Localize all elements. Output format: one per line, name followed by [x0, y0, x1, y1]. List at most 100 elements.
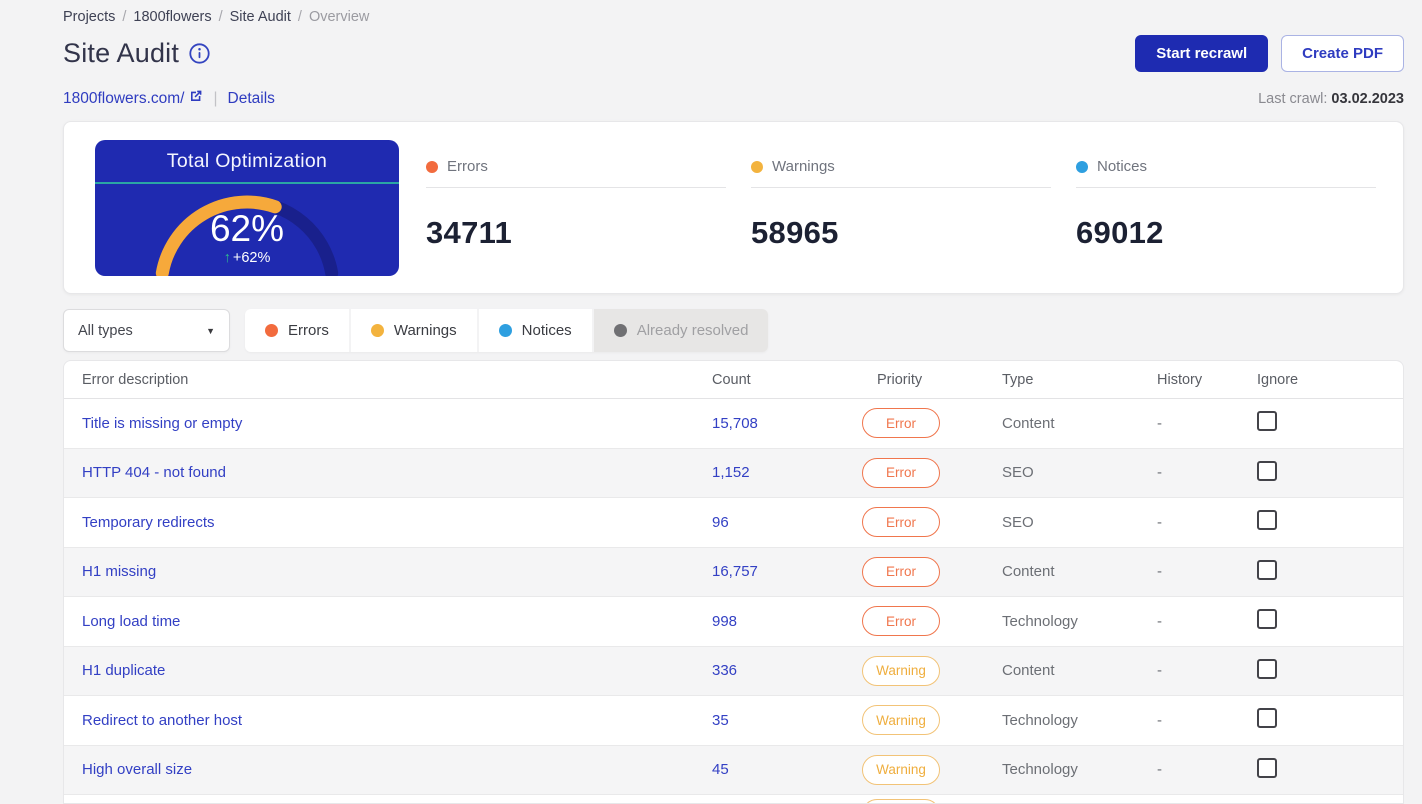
issue-count-link[interactable]: 336: [712, 662, 738, 680]
errors-dot-icon: [426, 160, 438, 173]
stat-notices: Notices 69012: [1076, 158, 1376, 251]
gauge-delta: ↑ +62%: [95, 250, 399, 266]
resolved-dot-icon: [613, 324, 627, 337]
filter-label: Notices: [521, 322, 572, 339]
stat-errors: Errors 34711: [426, 158, 726, 251]
gauge-arc: [155, 195, 339, 276]
issue-type: Content: [1002, 414, 1055, 432]
table-row: H1 duplicate 336 Warning Content -: [64, 646, 1403, 696]
total-optimization-gauge: Total Optimization 62% ↑ +62%: [95, 140, 399, 276]
details-link[interactable]: Details: [227, 89, 275, 107]
priority-badge: Warning: [862, 754, 940, 785]
issue-link[interactable]: Title is missing or empty: [82, 414, 243, 432]
breadcrumb-projects[interactable]: Projects: [63, 9, 116, 25]
issue-count-link[interactable]: 998: [712, 612, 738, 630]
stat-divider: [751, 187, 1051, 188]
filter-label: Warnings: [393, 322, 457, 339]
filter-errors-button[interactable]: Errors: [245, 309, 349, 352]
stats-row: Errors 34711 Warnings 58965 Notices: [426, 158, 1376, 251]
breadcrumb-site-audit[interactable]: Site Audit: [229, 9, 291, 25]
type-filter-select[interactable]: All types ▼: [63, 309, 230, 352]
stat-divider: [426, 187, 726, 188]
col-header-history: History: [1157, 371, 1203, 388]
errors-dot-icon: [265, 324, 278, 337]
summary-card: Total Optimization 62% ↑ +62% Errors: [63, 121, 1404, 294]
table-row: Temporary redirects 96 Error SEO -: [64, 498, 1403, 548]
warnings-dot-icon: [370, 324, 384, 337]
issue-count-link[interactable]: 45: [712, 761, 729, 779]
ignore-checkbox[interactable]: [1257, 658, 1277, 679]
priority-badge: Error: [862, 507, 940, 538]
breadcrumb-separator: /: [218, 9, 223, 25]
gauge-percent: 62%: [209, 208, 285, 249]
type-filter-value: All types: [78, 322, 133, 339]
page-header: Site Audit Start recrawl Create PDF: [63, 35, 1404, 72]
trend-up-icon: ↑: [223, 250, 231, 266]
domain-link[interactable]: 1800flowers.com/: [63, 89, 203, 108]
ignore-checkbox[interactable]: [1257, 609, 1277, 630]
issue-history: -: [1157, 662, 1162, 680]
warnings-dot-icon: [751, 160, 763, 173]
breadcrumb-project-1800flowers[interactable]: 1800flowers: [133, 9, 212, 25]
priority-badge: Error: [862, 606, 940, 637]
issue-history: -: [1157, 464, 1162, 482]
link-divider: |: [213, 89, 218, 107]
col-header-count: Count: [712, 371, 751, 388]
col-header-ignore: Ignore: [1257, 371, 1299, 388]
breadcrumb-separator: /: [297, 9, 302, 25]
issue-type: SEO: [1002, 464, 1034, 482]
col-header-type: Type: [1002, 371, 1034, 388]
page-title: Site Audit: [63, 38, 180, 68]
warnings-count: 58965: [751, 215, 839, 250]
filter-notices-button[interactable]: Notices: [478, 309, 592, 352]
notices-dot-icon: [498, 324, 512, 337]
issue-history: -: [1157, 612, 1162, 630]
gauge-title: Total Optimization: [166, 149, 328, 172]
issue-type: Technology: [1002, 761, 1078, 779]
ignore-checkbox[interactable]: [1257, 510, 1277, 531]
breadcrumb-overview-current: Overview: [308, 9, 370, 25]
issue-link[interactable]: Redirect to another host: [82, 711, 243, 729]
issue-count-link[interactable]: 16,757: [712, 563, 758, 581]
issue-type: SEO: [1002, 513, 1034, 531]
issues-table: Error description Count Priority Type Hi…: [63, 360, 1404, 804]
issue-link[interactable]: Temporary redirects: [82, 513, 215, 531]
table-row: HTTP 404 - not found 1,152 Error SEO -: [64, 448, 1403, 498]
stat-divider: [1076, 187, 1376, 188]
filter-warnings-button[interactable]: Warnings: [350, 309, 477, 352]
table-row: Long load time 998 Error Technology -: [64, 597, 1403, 647]
ignore-checkbox[interactable]: [1257, 411, 1277, 432]
issue-link[interactable]: H1 missing: [82, 563, 157, 581]
issue-type: Technology: [1002, 612, 1078, 630]
filter-already-resolved-button[interactable]: Already resolved: [593, 309, 769, 352]
stat-label: Errors: [447, 158, 488, 175]
issue-count-link[interactable]: 35: [712, 711, 729, 729]
ignore-checkbox[interactable]: [1257, 757, 1277, 778]
stat-label: Notices: [1097, 158, 1148, 175]
issue-count-link[interactable]: 96: [712, 513, 729, 531]
col-header-priority: Priority: [877, 371, 923, 388]
ignore-checkbox[interactable]: [1257, 559, 1277, 580]
create-pdf-button[interactable]: Create PDF: [1281, 35, 1404, 72]
domain-text: 1800flowers.com/: [63, 89, 185, 107]
issue-link[interactable]: HTTP 404 - not found: [82, 464, 226, 482]
issue-count-link[interactable]: 15,708: [712, 414, 758, 432]
issue-link[interactable]: Long load time: [82, 612, 181, 630]
breadcrumb-separator: /: [122, 9, 127, 25]
breadcrumb: Projects / 1800flowers / Site Audit / Ov…: [63, 0, 1404, 25]
last-crawl: Last crawl: 03.02.2023: [1258, 91, 1404, 107]
priority-badge: Error: [862, 408, 940, 439]
site-audit-page: Projects / 1800flowers / Site Audit / Ov…: [63, 0, 1404, 804]
issue-link[interactable]: H1 duplicate: [82, 662, 166, 680]
issue-type: Content: [1002, 662, 1055, 680]
ignore-checkbox[interactable]: [1257, 708, 1277, 729]
issue-link[interactable]: High overall size: [82, 761, 193, 779]
issue-history: -: [1157, 414, 1162, 432]
info-icon[interactable]: [189, 43, 210, 64]
issue-count-link[interactable]: 1,152: [712, 464, 750, 482]
table-row: Redirect to another host 35 Warning Tech…: [64, 696, 1403, 746]
start-recrawl-button[interactable]: Start recrawl: [1135, 35, 1269, 72]
ignore-checkbox[interactable]: [1257, 460, 1277, 481]
external-link-icon: [189, 89, 203, 108]
last-crawl-label: Last crawl:: [1258, 90, 1328, 107]
